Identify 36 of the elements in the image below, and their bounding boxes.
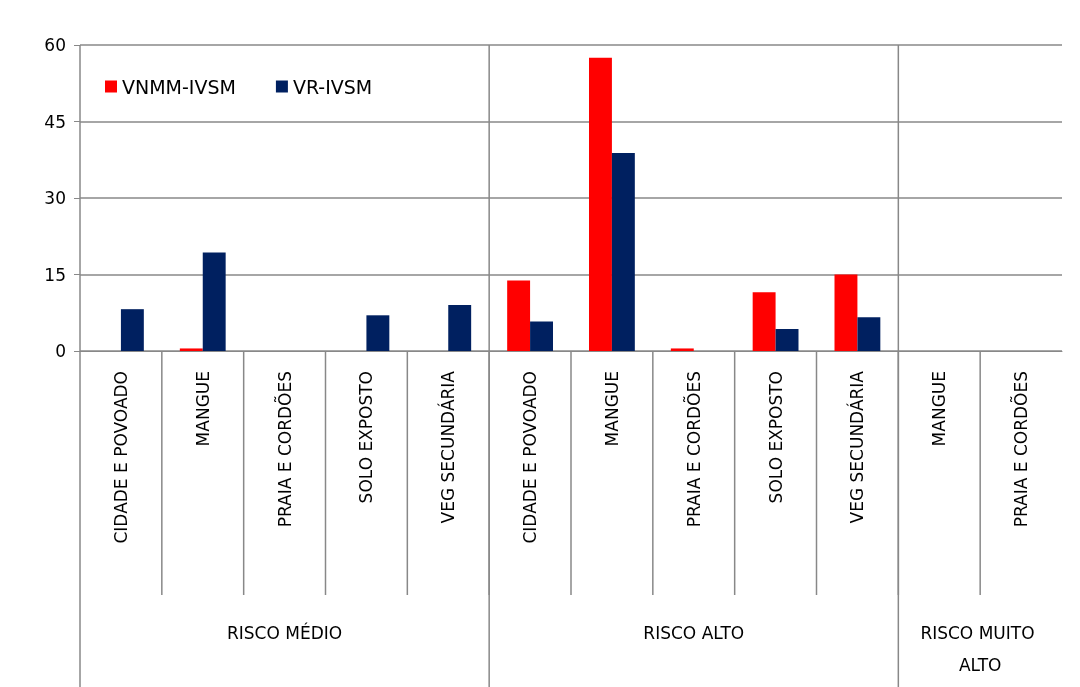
x-tick-label: PRAIA E CORDÕES xyxy=(273,371,295,528)
legend-label: VR-IVSM xyxy=(292,75,373,98)
bar xyxy=(857,317,881,351)
x-tick-label: CIDADE E POVOADO xyxy=(520,371,541,544)
bar xyxy=(589,57,612,351)
y-tick-label: 0 xyxy=(55,341,66,361)
y-tick-label: 45 xyxy=(44,111,66,132)
y-tick-label: 15 xyxy=(44,264,66,285)
bar xyxy=(670,348,694,351)
y-tick-label: 60 xyxy=(44,35,66,55)
bar xyxy=(775,329,799,351)
x-tick-label: PRAIA E CORDÕES xyxy=(682,371,704,528)
bar xyxy=(366,315,390,351)
x-tick-label: SOLO EXPOSTO xyxy=(765,371,786,504)
bar xyxy=(179,348,203,351)
bar xyxy=(611,153,635,351)
x-tick-label: MANGUE xyxy=(192,371,213,447)
bar xyxy=(530,321,553,351)
x-tick-label: CIDADE E POVOADO xyxy=(110,371,131,544)
x-tick-label: VEG SECUNDÁRIA xyxy=(437,370,459,524)
bar xyxy=(834,274,858,351)
y-tick-label: 30 xyxy=(44,188,66,208)
bar xyxy=(752,292,776,351)
x-tick-label: SOLO EXPOSTO xyxy=(356,371,377,504)
x-tick-label: MANGUE xyxy=(929,371,950,447)
x-tick-label: MANGUE xyxy=(601,371,622,447)
legend-label: VNMM-IVSM xyxy=(122,75,236,98)
x-tick-label: VEG SECUNDÁRIA xyxy=(846,370,868,524)
bar xyxy=(507,280,531,351)
text: RISCO MÉDIO xyxy=(227,622,343,643)
text: RISCO MUITO ALTO xyxy=(920,623,1040,675)
text: RISCO ALTO xyxy=(643,623,745,643)
bar xyxy=(120,309,144,351)
x-tick-label: PRAIA E CORDÕES xyxy=(1010,371,1032,528)
bar xyxy=(448,305,472,351)
bar xyxy=(202,252,226,351)
